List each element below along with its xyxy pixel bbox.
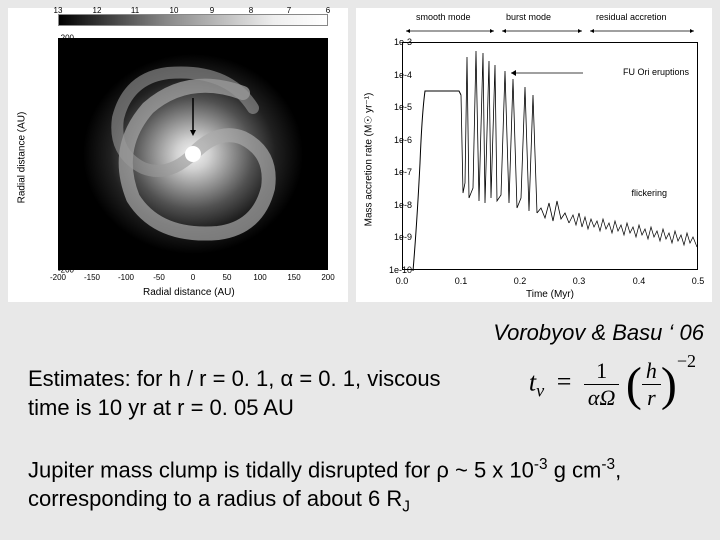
estimates-line2: time is 10 yr at r = 0. 05 AU — [28, 395, 294, 420]
x-tick: -100 — [118, 273, 134, 282]
cb-tick: 8 — [249, 6, 253, 15]
jupiter-text: Jupiter mass clump is tidally disrupted … — [28, 455, 708, 517]
x-tick: 0.1 — [455, 276, 468, 286]
y-axis-label: Radial distance (AU) — [16, 112, 27, 204]
y-tick: 1e-5 — [394, 102, 412, 112]
mode-burst: burst mode — [506, 12, 551, 22]
y-tick: 1e-4 — [394, 70, 412, 80]
y-tick: 1e-3 — [394, 37, 412, 47]
mode-residual: residual accretion — [596, 12, 667, 22]
y-tick: -150 — [58, 237, 74, 246]
mode-smooth: smooth mode — [416, 12, 471, 22]
x-tick: 150 — [287, 273, 300, 282]
y-axis-label: Mass accretion rate (M☉ yr⁻¹) — [363, 93, 374, 227]
x-tick: 0.0 — [396, 276, 409, 286]
formula-exp: −2 — [677, 351, 696, 371]
y-tick: 1e-8 — [394, 200, 412, 210]
citation-text: Vorobyov & Basu ‘ 06 — [493, 320, 704, 346]
jupiter-part3: , — [615, 457, 621, 482]
cb-tick: 11 — [131, 6, 139, 15]
cb-tick: 6 — [326, 6, 330, 15]
formula-frac2: hr — [642, 358, 661, 411]
y-tick: 100 — [61, 92, 74, 101]
x-tick: -50 — [153, 273, 165, 282]
x-tick: 0.2 — [514, 276, 527, 286]
x-tick: 100 — [253, 273, 266, 282]
accretion-line-svg — [403, 43, 699, 271]
spiral-density-map: 13 12 11 10 9 8 7 6 — [8, 8, 348, 302]
spiral-svg — [58, 38, 328, 270]
cb-tick: 13 — [54, 6, 63, 15]
estimates-text: Estimates: for h / r = 0. 1, α = 0. 1, v… — [28, 365, 468, 422]
x-tick: -150 — [84, 273, 100, 282]
x-tick: 0.5 — [692, 276, 705, 286]
formula-frac1: 1αΩ — [584, 358, 619, 411]
formula-lhs-sub: ν — [536, 381, 544, 401]
estimates-line1: Estimates: for h / r = 0. 1, α = 0. 1, v… — [28, 366, 441, 391]
formula-eq: = — [557, 367, 572, 396]
x-axis-label: Time (Myr) — [526, 289, 574, 300]
jupiter-sup1: -3 — [534, 456, 548, 473]
y-tick: -50 — [62, 179, 74, 188]
x-tick: -200 — [50, 273, 66, 282]
y-tick: 1e-6 — [394, 135, 412, 145]
cb-tick: 9 — [210, 6, 214, 15]
x-tick: 200 — [321, 273, 334, 282]
mode-arrows-svg — [402, 26, 698, 36]
accretion-rate-chart: smooth mode burst mode residual accretio… — [356, 8, 712, 302]
y-tick: 200 — [61, 34, 74, 43]
jupiter-line2: corresponding to a radius of about 6 R — [28, 486, 402, 511]
y-tick: 1e-9 — [394, 232, 412, 242]
paren-open: ( — [626, 361, 642, 409]
jupiter-line2-sub: J — [402, 498, 410, 515]
y-tick: 1e-7 — [394, 167, 412, 177]
y-tick: -100 — [58, 208, 74, 217]
fu-ori-annotation: FU Ori eruptions — [623, 67, 689, 77]
plot-area — [58, 38, 328, 270]
flickering-annotation: flickering — [631, 188, 667, 198]
cb-tick: 10 — [170, 6, 179, 15]
x-tick: 0.4 — [633, 276, 646, 286]
cb-tick: 7 — [287, 6, 291, 15]
viscous-time-formula: tν = 1αΩ (hr)−2 — [529, 358, 696, 411]
y-tick: 150 — [61, 63, 74, 72]
x-tick: 50 — [223, 273, 232, 282]
figures-container: 13 12 11 10 9 8 7 6 — [0, 0, 720, 310]
x-tick: 0.3 — [573, 276, 586, 286]
y-tick: 0 — [70, 150, 74, 159]
x-axis-label: Radial distance (AU) — [143, 287, 235, 298]
x-tick: 0 — [191, 273, 195, 282]
jupiter-part2: g cm — [548, 457, 602, 482]
paren-close: ) — [661, 361, 677, 409]
y-tick: 50 — [65, 121, 74, 130]
jupiter-sup2: -3 — [601, 456, 615, 473]
cb-tick: 12 — [93, 6, 102, 15]
plot-area: FU Ori eruptions flickering — [402, 42, 698, 270]
y-tick: 1e-10 — [389, 265, 412, 275]
jupiter-part1: Jupiter mass clump is tidally disrupted … — [28, 457, 534, 482]
colorbar — [58, 14, 328, 26]
